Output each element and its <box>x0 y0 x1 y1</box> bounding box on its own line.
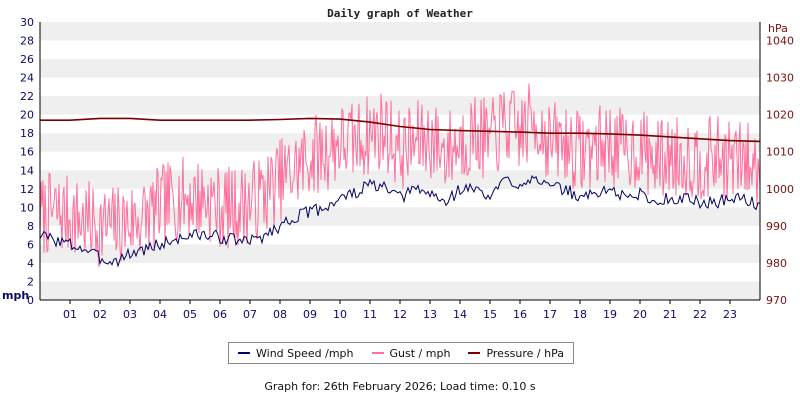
x-tick-label: 23 <box>723 308 737 321</box>
right-tick-label: 980 <box>766 257 787 270</box>
x-tick-label: 02 <box>93 308 107 321</box>
x-tick-label: 17 <box>543 308 557 321</box>
footer-status: Graph for: 26th February 2026; Load time… <box>264 380 536 393</box>
left-tick-label: 12 <box>20 183 34 196</box>
x-tick-label: 06 <box>213 308 227 321</box>
x-tick-label: 04 <box>153 308 167 321</box>
left-tick-label: 26 <box>20 53 34 66</box>
right-tick-label: 1030 <box>766 72 794 85</box>
grid-band <box>40 244 760 263</box>
x-tick-label: 21 <box>663 308 677 321</box>
left-tick-label: 28 <box>20 35 34 48</box>
left-tick-label: 0 <box>27 294 34 307</box>
wind-series <box>39 174 761 268</box>
left-tick-label: 14 <box>20 164 34 177</box>
x-tick-label: 05 <box>183 308 197 321</box>
chart-title: Daily graph of Weather <box>327 7 473 20</box>
legend-label-wind: Wind Speed /mph <box>256 346 354 360</box>
x-tick-label: 11 <box>363 308 377 321</box>
left-tick-label: 8 <box>27 220 34 233</box>
left-tick-label: 20 <box>20 109 34 122</box>
grid-band <box>40 59 760 78</box>
legend-swatch-gust <box>371 352 384 354</box>
legend-item-pressure: Pressure / hPa <box>468 347 564 360</box>
x-tick-label: 10 <box>333 308 347 321</box>
x-tick-label: 09 <box>303 308 317 321</box>
x-tick-label: 16 <box>513 308 527 321</box>
x-tick-label: 01 <box>63 308 77 321</box>
series-line-0 <box>39 174 761 268</box>
x-tick-label: 15 <box>483 308 497 321</box>
right-tick-label: 1040 <box>766 35 794 48</box>
grid-band <box>40 96 760 115</box>
left-tick-label: 10 <box>20 201 34 214</box>
series-line-2 <box>40 117 761 143</box>
left-tick-label: 24 <box>20 72 34 85</box>
grid-band <box>40 281 760 300</box>
right-tick-label: 1000 <box>766 183 794 196</box>
legend-swatch-wind <box>238 352 250 354</box>
left-tick-label: 22 <box>20 90 34 103</box>
left-tick-label: 18 <box>20 127 34 140</box>
series-line-1 <box>39 83 761 268</box>
legend: Wind Speed /mph Gust / mph Pressure / hP… <box>228 342 574 364</box>
left-axis-unit: mph <box>2 289 29 302</box>
x-tick-label: 22 <box>693 308 707 321</box>
x-tick-label: 07 <box>243 308 257 321</box>
pressure-series <box>40 117 761 143</box>
x-tick-label: 19 <box>603 308 617 321</box>
legend-label-gust: Gust / mph <box>389 346 451 360</box>
x-tick-label: 20 <box>633 308 647 321</box>
x-tick-label: 14 <box>453 308 467 321</box>
x-tick-label: 08 <box>273 308 287 321</box>
legend-item-gust: Gust / mph <box>371 346 451 360</box>
left-tick-label: 30 <box>20 16 34 29</box>
left-tick-label: 4 <box>27 257 34 270</box>
legend-swatch-pressure <box>468 352 481 354</box>
left-tick-label: 16 <box>20 146 34 159</box>
right-tick-label: 1020 <box>766 109 794 122</box>
x-tick-label: 18 <box>573 308 587 321</box>
x-tick-label: 12 <box>393 308 407 321</box>
legend-item-wind: Wind Speed /mph <box>238 347 354 360</box>
right-tick-label: 970 <box>766 294 787 307</box>
grid-band <box>40 170 760 189</box>
gust-series <box>39 83 761 268</box>
grid-band <box>40 22 760 41</box>
legend-label-pressure: Pressure / hPa <box>486 346 564 360</box>
axes: 0246810121416182022242628309709809901000… <box>20 16 794 321</box>
right-tick-label: 1010 <box>766 146 794 159</box>
right-tick-label: 990 <box>766 220 787 233</box>
x-tick-label: 13 <box>423 308 437 321</box>
left-tick-label: 2 <box>27 275 34 288</box>
left-tick-label: 6 <box>27 238 34 251</box>
right-axis-unit: hPa <box>768 22 788 35</box>
x-tick-label: 03 <box>123 308 137 321</box>
